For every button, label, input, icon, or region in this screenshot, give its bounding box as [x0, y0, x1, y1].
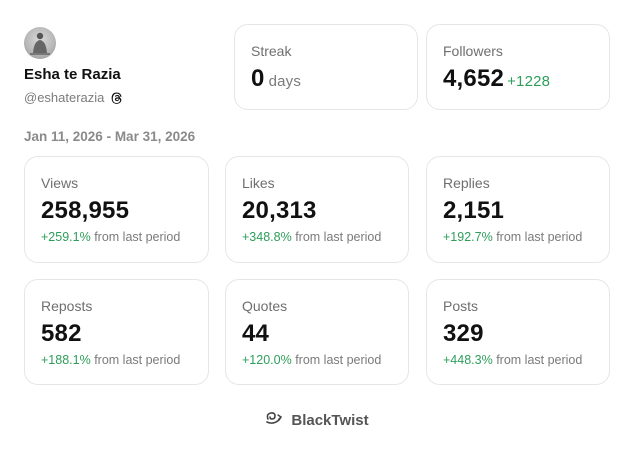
reposts-card: Reposts 582 +188.1% from last period — [24, 279, 209, 385]
followers-value-row: 4,652 +1228 — [443, 65, 550, 93]
posts-change-pct: +448.3% — [443, 353, 493, 367]
change-suffix: from last period — [94, 353, 181, 367]
likes-change-pct: +348.8% — [242, 230, 292, 244]
quotes-card: Quotes 44 +120.0% from last period — [225, 279, 409, 385]
handle-row: @eshaterazia — [24, 90, 124, 105]
replies-change-pct: +192.7% — [443, 230, 493, 244]
reposts-change-pct: +188.1% — [41, 353, 91, 367]
change-suffix: from last period — [94, 230, 181, 244]
views-card: Views 258,955 +259.1% from last period — [24, 156, 209, 263]
posts-value: 329 — [443, 320, 484, 347]
quotes-change-pct: +120.0% — [242, 353, 292, 367]
views-value: 258,955 — [41, 197, 130, 224]
streak-label: Streak — [251, 43, 292, 59]
followers-value: 4,652 — [443, 65, 505, 92]
followers-label: Followers — [443, 43, 503, 59]
likes-value: 20,313 — [242, 197, 317, 224]
change-suffix: from last period — [295, 230, 382, 244]
change-suffix: from last period — [496, 353, 583, 367]
change-suffix: from last period — [295, 353, 382, 367]
reposts-value: 582 — [41, 320, 82, 347]
likes-change: +348.8% from last period — [242, 230, 381, 244]
reposts-label: Reposts — [41, 298, 93, 314]
replies-value: 2,151 — [443, 197, 505, 224]
streak-value-row: 0 days — [251, 65, 301, 93]
posts-change: +448.3% from last period — [443, 353, 582, 367]
streak-value: 0 — [251, 65, 265, 92]
quotes-change: +120.0% from last period — [242, 353, 381, 367]
streak-card: Streak 0 days — [234, 24, 418, 110]
replies-change: +192.7% from last period — [443, 230, 582, 244]
streak-unit: days — [268, 73, 302, 90]
likes-label: Likes — [242, 175, 275, 191]
quotes-label: Quotes — [242, 298, 288, 314]
date-range: Jan 11, 2026 - Mar 31, 2026 — [24, 129, 196, 144]
brand-footer[interactable]: BlackTwist — [0, 410, 634, 431]
followers-card: Followers 4,652 +1228 — [426, 24, 610, 110]
replies-card: Replies 2,151 +192.7% from last period — [426, 156, 610, 263]
avatar — [24, 27, 56, 59]
profile-handle: @eshaterazia — [24, 90, 105, 105]
quotes-value: 44 — [242, 320, 270, 347]
views-change: +259.1% from last period — [41, 230, 180, 244]
brand-name: BlackTwist — [291, 412, 369, 429]
blacktwist-logo-icon — [265, 410, 283, 431]
posts-card: Posts 329 +448.3% from last period — [426, 279, 610, 385]
profile-name: Esha te Razia — [24, 66, 121, 83]
views-label: Views — [41, 175, 79, 191]
replies-label: Replies — [443, 175, 490, 191]
likes-card: Likes 20,313 +348.8% from last period — [225, 156, 409, 263]
change-suffix: from last period — [496, 230, 583, 244]
views-change-pct: +259.1% — [41, 230, 91, 244]
followers-delta: +1228 — [507, 73, 551, 90]
threads-icon[interactable] — [110, 91, 124, 105]
reposts-change: +188.1% from last period — [41, 353, 180, 367]
posts-label: Posts — [443, 298, 479, 314]
avatar-figure-icon — [30, 32, 50, 55]
